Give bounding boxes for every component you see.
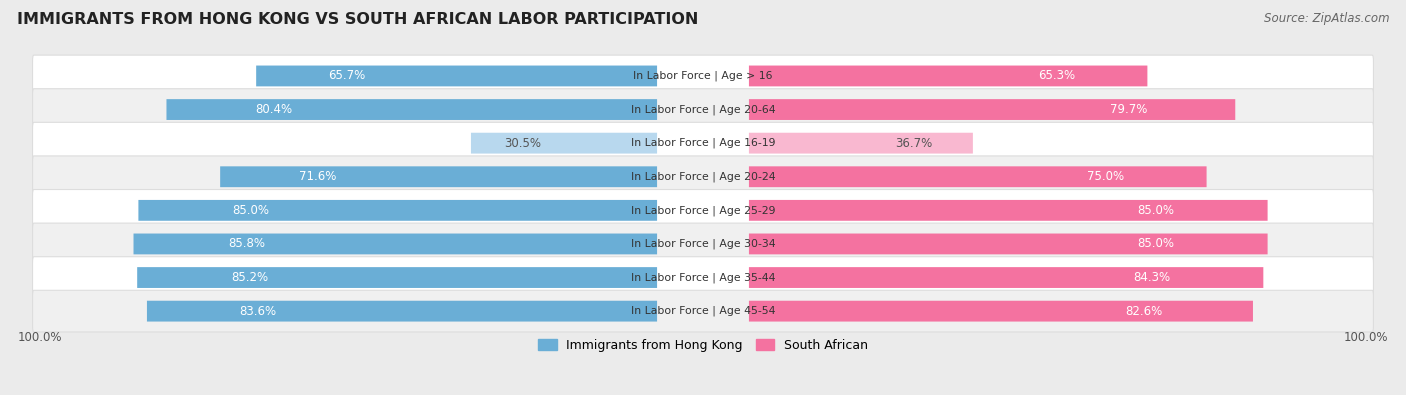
FancyBboxPatch shape: [32, 190, 1374, 231]
Text: 82.6%: 82.6%: [1125, 305, 1163, 318]
FancyBboxPatch shape: [138, 267, 657, 288]
Text: 65.3%: 65.3%: [1039, 70, 1076, 83]
Text: 80.4%: 80.4%: [254, 103, 292, 116]
FancyBboxPatch shape: [749, 166, 1206, 187]
FancyBboxPatch shape: [32, 122, 1374, 164]
Text: 30.5%: 30.5%: [505, 137, 541, 150]
Text: 79.7%: 79.7%: [1111, 103, 1147, 116]
FancyBboxPatch shape: [32, 257, 1374, 298]
FancyBboxPatch shape: [749, 66, 1147, 87]
Text: In Labor Force | Age 30-34: In Labor Force | Age 30-34: [631, 239, 775, 249]
Text: 100.0%: 100.0%: [17, 331, 62, 344]
FancyBboxPatch shape: [32, 89, 1374, 130]
Text: 36.7%: 36.7%: [896, 137, 932, 150]
FancyBboxPatch shape: [32, 55, 1374, 97]
FancyBboxPatch shape: [749, 200, 1268, 221]
FancyBboxPatch shape: [749, 301, 1253, 322]
FancyBboxPatch shape: [148, 301, 657, 322]
FancyBboxPatch shape: [221, 166, 657, 187]
FancyBboxPatch shape: [134, 233, 657, 254]
FancyBboxPatch shape: [256, 66, 657, 87]
Text: In Labor Force | Age 20-64: In Labor Force | Age 20-64: [631, 104, 775, 115]
Text: 84.3%: 84.3%: [1133, 271, 1171, 284]
FancyBboxPatch shape: [471, 133, 657, 154]
Text: IMMIGRANTS FROM HONG KONG VS SOUTH AFRICAN LABOR PARTICIPATION: IMMIGRANTS FROM HONG KONG VS SOUTH AFRIC…: [17, 12, 699, 27]
FancyBboxPatch shape: [32, 290, 1374, 332]
FancyBboxPatch shape: [166, 99, 657, 120]
FancyBboxPatch shape: [749, 99, 1236, 120]
Text: 75.0%: 75.0%: [1087, 170, 1125, 183]
FancyBboxPatch shape: [32, 223, 1374, 265]
Text: In Labor Force | Age 35-44: In Labor Force | Age 35-44: [631, 272, 775, 283]
Text: In Labor Force | Age > 16: In Labor Force | Age > 16: [633, 71, 773, 81]
Text: In Labor Force | Age 16-19: In Labor Force | Age 16-19: [631, 138, 775, 149]
Text: In Labor Force | Age 45-54: In Labor Force | Age 45-54: [631, 306, 775, 316]
Text: 85.2%: 85.2%: [231, 271, 269, 284]
Text: In Labor Force | Age 25-29: In Labor Force | Age 25-29: [631, 205, 775, 216]
FancyBboxPatch shape: [749, 267, 1264, 288]
Text: 85.0%: 85.0%: [1137, 237, 1174, 250]
Legend: Immigrants from Hong Kong, South African: Immigrants from Hong Kong, South African: [533, 334, 873, 357]
FancyBboxPatch shape: [749, 133, 973, 154]
Text: 85.0%: 85.0%: [232, 204, 269, 217]
Text: Source: ZipAtlas.com: Source: ZipAtlas.com: [1264, 12, 1389, 25]
Text: 83.6%: 83.6%: [239, 305, 276, 318]
Text: 71.6%: 71.6%: [299, 170, 336, 183]
Text: In Labor Force | Age 20-24: In Labor Force | Age 20-24: [631, 171, 775, 182]
Text: 100.0%: 100.0%: [1344, 331, 1389, 344]
Text: 85.8%: 85.8%: [228, 237, 264, 250]
FancyBboxPatch shape: [749, 233, 1268, 254]
FancyBboxPatch shape: [32, 156, 1374, 198]
Text: 85.0%: 85.0%: [1137, 204, 1174, 217]
FancyBboxPatch shape: [138, 200, 657, 221]
Text: 65.7%: 65.7%: [329, 70, 366, 83]
